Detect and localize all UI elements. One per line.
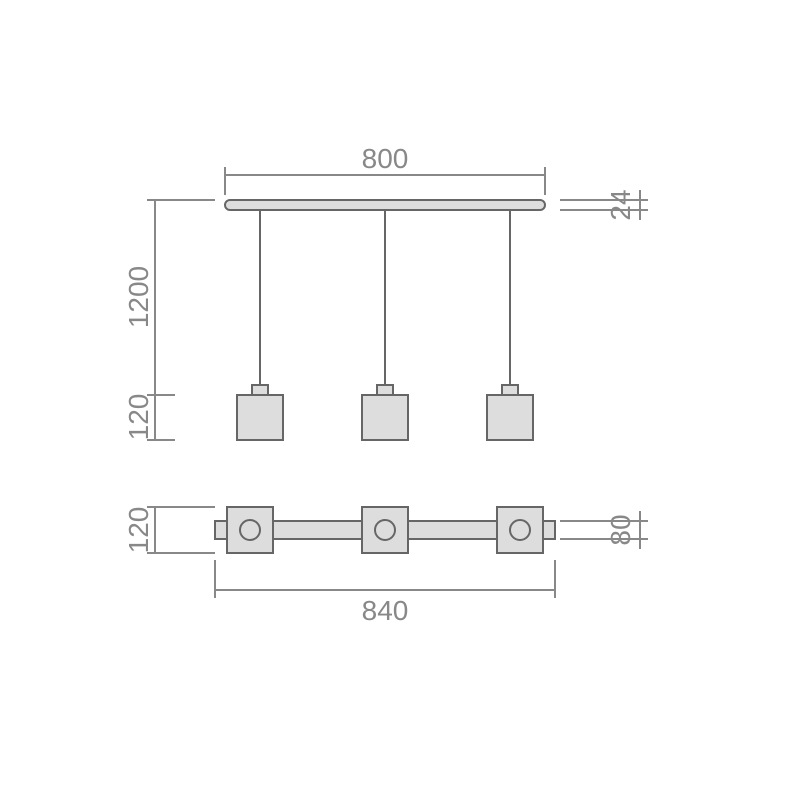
dim-80-label: 80 xyxy=(605,514,636,545)
plan-box-2 xyxy=(362,507,408,553)
pendant-3 xyxy=(487,210,533,440)
dim-bottom-label: 840 xyxy=(362,595,409,626)
ceiling-plate xyxy=(225,200,545,210)
dim-top-800: 800 xyxy=(225,143,545,195)
dim-left-120-shade: 120 xyxy=(123,394,175,441)
pendant-2 xyxy=(362,210,408,440)
dim-120b-label: 120 xyxy=(123,507,154,554)
dim-120a-label: 120 xyxy=(123,394,154,441)
dim-right-80: 80 xyxy=(560,511,648,549)
technical-drawing: 800 840 1200 120 120 24 xyxy=(0,0,800,800)
dim-bottom-840: 840 xyxy=(215,560,555,626)
dim-1200-label: 1200 xyxy=(123,266,154,328)
dim-left-1200: 1200 xyxy=(123,200,215,395)
dim-24-label: 24 xyxy=(605,189,636,220)
dim-right-24: 24 xyxy=(560,189,648,220)
plan-box-1 xyxy=(227,507,273,553)
plan-box-3 xyxy=(497,507,543,553)
dim-top-label: 800 xyxy=(362,143,409,174)
pendant-1 xyxy=(237,210,283,440)
dim-left-120-plan: 120 xyxy=(123,507,215,554)
